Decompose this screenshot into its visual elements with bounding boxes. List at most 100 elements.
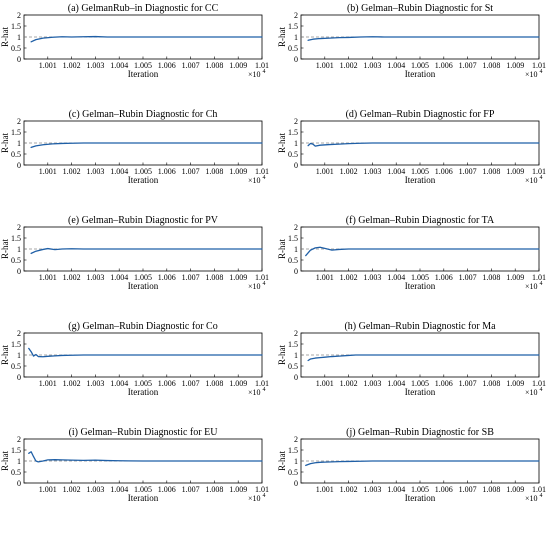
x-tick-label: 1.007 — [459, 485, 477, 494]
x-tick-label: 1.006 — [435, 167, 453, 176]
x-tick-label: 1.007 — [459, 273, 477, 282]
chart-panel: (f) Gelman–Rubin Diagnostic for TA 0 0.5 1 1… — [277, 215, 546, 291]
x-tick-label: 1.002 — [340, 61, 358, 70]
x-tick-label: 1.004 — [387, 167, 405, 176]
y-tick-label: 1.5 — [11, 128, 21, 137]
x-tick-label: 1.01 — [255, 167, 269, 176]
x-exponent-power: 4 — [263, 493, 266, 499]
x-tick-label: 1.004 — [387, 273, 405, 282]
rhat-series-line — [307, 142, 540, 147]
x-axis-label: Iteration — [128, 175, 159, 185]
x-tick-label: 1.01 — [255, 61, 269, 70]
x-tick-label: 1.002 — [63, 485, 81, 494]
y-tick-label: 1 — [294, 457, 298, 466]
x-tick-label: 1.005 — [134, 61, 152, 70]
y-tick-label: 2 — [17, 117, 21, 126]
y-tick-label: 1 — [294, 139, 298, 148]
x-tick-label: 1.006 — [158, 273, 176, 282]
x-tick-label: 1.003 — [363, 273, 381, 282]
rhat-series-line — [30, 35, 263, 43]
x-tick-label: 1.01 — [532, 273, 546, 282]
chart-title: (h) Gelman–Rubin Diagnostic for Ma — [344, 321, 496, 332]
x-tick-label: 1.005 — [134, 485, 152, 494]
x-tick-label: 1.003 — [363, 485, 381, 494]
chart-panel: (i) Gelman–Rubin Diagnostic for EU 0 0.5 1 1… — [0, 427, 269, 503]
x-tick-label: 1.009 — [506, 273, 524, 282]
y-tick-label: 1 — [17, 457, 21, 466]
x-tick-label: 1.002 — [340, 273, 358, 282]
chart-title: (a) GelmanRub–in Diagnostic for CC — [68, 3, 219, 14]
y-tick-label: 2 — [294, 11, 298, 20]
x-tick-label: 1.001 — [39, 485, 57, 494]
x-tick-label: 1.008 — [482, 379, 500, 388]
chart-title: (c) Gelman–Rubin Diagnostic for Ch — [69, 109, 218, 120]
x-exponent-power: 4 — [540, 69, 543, 75]
y-tick-label: 1.5 — [288, 446, 298, 455]
x-axis-label: Iteration — [128, 387, 159, 397]
y-tick-label: 0 — [294, 267, 298, 276]
x-tick-label: 1.006 — [158, 379, 176, 388]
y-tick-label: 0.5 — [288, 44, 298, 53]
x-tick-label: 1.004 — [387, 61, 405, 70]
x-tick-label: 1.005 — [134, 167, 152, 176]
rhat-series-line — [305, 460, 540, 467]
x-tick-label: 1.01 — [255, 379, 269, 388]
x-tick-label: 1.002 — [340, 379, 358, 388]
chart-panel: (d) Gelman–Rubin Diagnostic for FP 0 0.5 1 1… — [277, 109, 546, 185]
y-tick-label: 1 — [294, 245, 298, 254]
x-tick-label: 1.004 — [387, 485, 405, 494]
y-tick-label: 0.5 — [11, 150, 21, 159]
x-tick-label: 1.01 — [255, 273, 269, 282]
y-tick-label: 1 — [17, 33, 21, 42]
x-tick-label: 1.005 — [411, 61, 429, 70]
y-tick-label: 0.5 — [11, 468, 21, 477]
x-tick-label: 1.008 — [205, 61, 223, 70]
y-tick-label: 2 — [294, 223, 298, 232]
x-tick-label: 1.009 — [506, 61, 524, 70]
x-exponent-label: ×10 — [525, 494, 538, 503]
x-exponent-power: 4 — [540, 493, 543, 499]
x-exponent-power: 4 — [263, 281, 266, 287]
x-exponent-label: ×10 — [248, 388, 261, 397]
x-tick-label: 1.009 — [229, 485, 247, 494]
chart-title: (d) Gelman–Rubin Diagnostic for FP — [346, 109, 495, 120]
chart-title: (g) Gelman–Rubin Diagnostic for Co — [68, 321, 217, 332]
x-axis-label: Iteration — [405, 493, 436, 503]
x-tick-label: 1.001 — [316, 485, 334, 494]
x-tick-label: 1.001 — [316, 167, 334, 176]
y-tick-label: 1.5 — [288, 22, 298, 31]
x-tick-label: 1.005 — [134, 379, 152, 388]
x-axis-label: Iteration — [405, 281, 436, 291]
x-tick-label: 1.005 — [411, 167, 429, 176]
y-tick-label: 0.5 — [11, 44, 21, 53]
x-tick-label: 1.01 — [532, 485, 546, 494]
x-axis-label: Iteration — [128, 493, 159, 503]
x-axis-label: Iteration — [128, 281, 159, 291]
y-axis-label: R-hat — [0, 239, 10, 259]
x-exponent-label: ×10 — [248, 494, 261, 503]
x-tick-label: 1.009 — [229, 61, 247, 70]
chart-panel: (c) Gelman–Rubin Diagnostic for Ch 0 0.5 1 1… — [0, 109, 269, 185]
x-tick-label: 1.003 — [86, 61, 104, 70]
x-tick-label: 1.006 — [435, 485, 453, 494]
y-tick-label: 0 — [17, 161, 21, 170]
y-tick-label: 1 — [294, 33, 298, 42]
x-tick-label: 1.009 — [506, 485, 524, 494]
x-tick-label: 1.004 — [110, 61, 128, 70]
rhat-series-line — [307, 36, 540, 41]
x-tick-label: 1.008 — [482, 273, 500, 282]
y-tick-label: 0 — [17, 479, 21, 488]
x-tick-label: 1.003 — [86, 167, 104, 176]
rhat-series-line — [28, 451, 263, 463]
y-tick-label: 2 — [294, 329, 298, 338]
x-tick-label: 1.01 — [255, 485, 269, 494]
x-tick-label: 1.008 — [482, 61, 500, 70]
x-tick-label: 1.003 — [86, 379, 104, 388]
y-tick-label: 2 — [17, 435, 21, 444]
x-tick-label: 1.008 — [205, 273, 223, 282]
x-tick-label: 1.002 — [63, 61, 81, 70]
x-tick-label: 1.006 — [435, 379, 453, 388]
x-exponent-label: ×10 — [525, 282, 538, 291]
rhat-series-line — [305, 246, 540, 257]
